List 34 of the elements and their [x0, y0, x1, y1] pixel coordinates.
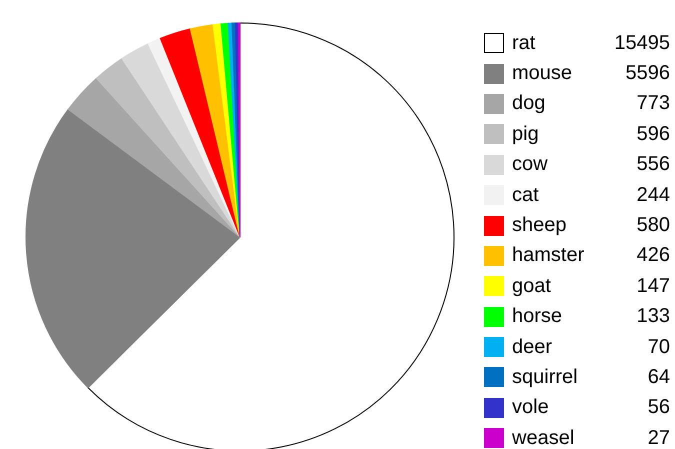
data-label: 596	[636, 122, 670, 146]
data-label: 5596	[626, 62, 670, 86]
legend-label: pig	[512, 122, 540, 146]
data-label: 244	[636, 184, 670, 207]
legend-label: cat	[512, 184, 540, 207]
pie-slice	[160, 28, 240, 238]
legend-label: vole	[512, 396, 550, 420]
legend-label: weasel	[512, 426, 576, 449]
data-label: 27	[648, 426, 670, 449]
data-label: 773	[636, 92, 670, 116]
data-label: 133	[636, 305, 670, 328]
legend-label: mouse	[512, 62, 574, 86]
data-label: 147	[636, 274, 670, 298]
data-label: 15495	[614, 32, 670, 55]
data-label: 556	[636, 153, 670, 176]
legend-label: deer	[512, 336, 554, 359]
data-label: 426	[636, 244, 670, 268]
pie-slice	[68, 78, 240, 238]
legend-label: cow	[512, 153, 549, 176]
legend-label: goat	[512, 274, 552, 298]
legend-label: sheep	[512, 214, 568, 238]
legend-label: horse	[512, 305, 564, 328]
legend-label: squirrel	[512, 366, 579, 389]
legend-label: dog	[512, 92, 546, 116]
pie-slice	[121, 43, 240, 238]
data-label: 70	[648, 336, 670, 359]
data-label: 64	[648, 366, 670, 389]
data-label: 56	[648, 396, 670, 420]
pie-slice	[96, 58, 240, 238]
data-label: 580	[636, 214, 670, 238]
legend-label: rat	[512, 32, 536, 55]
pie-slice	[190, 24, 240, 238]
pie-slice	[26, 108, 240, 388]
legend-label: hamster	[512, 244, 586, 268]
